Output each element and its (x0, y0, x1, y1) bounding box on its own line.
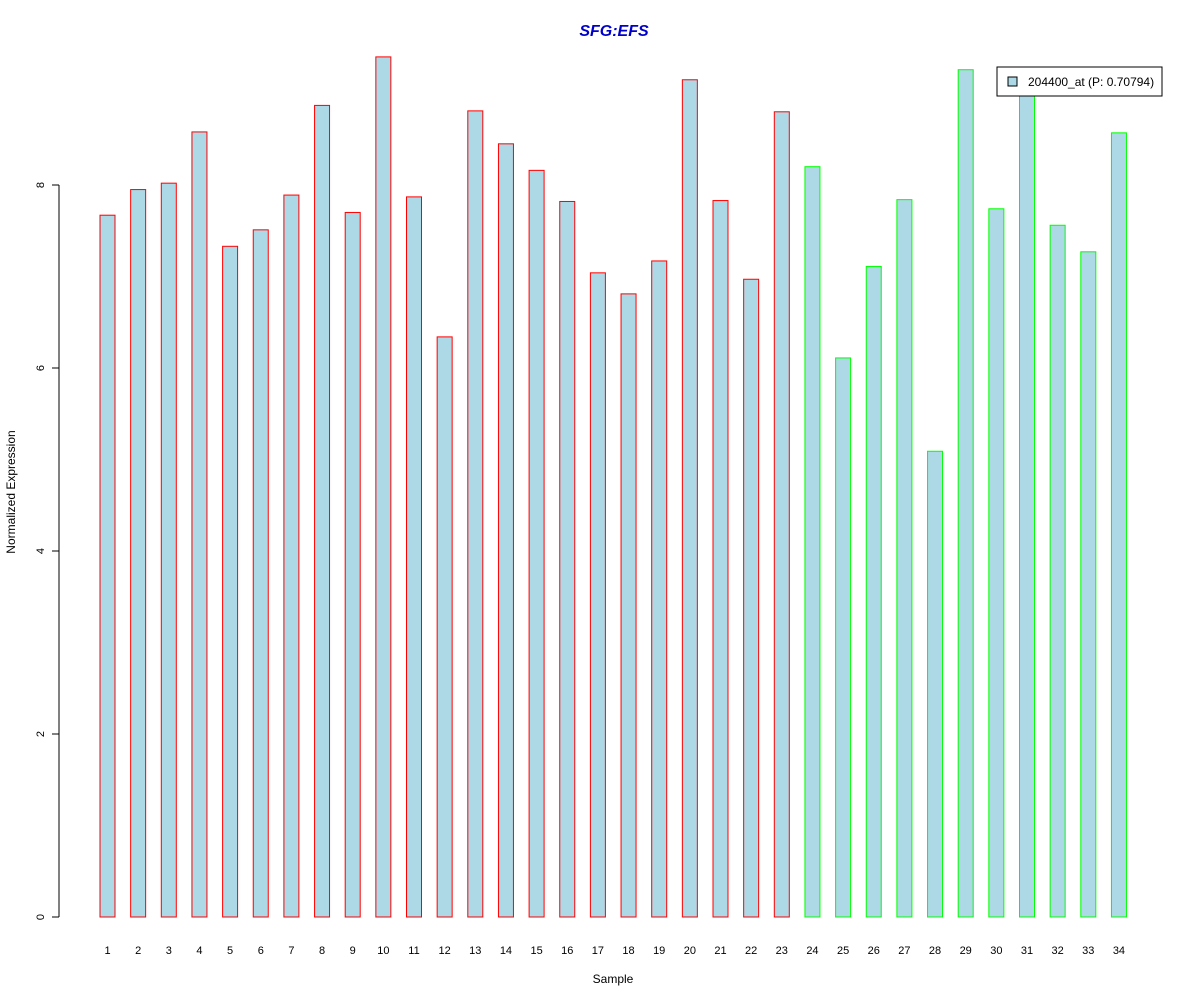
x-tick-label: 26 (868, 945, 880, 957)
bar-sample-15 (528, 169, 545, 918)
bar-sample-8 (314, 104, 331, 918)
bar-sample-34 (1110, 132, 1127, 918)
x-tick-label: 9 (350, 945, 356, 957)
y-tick-label: 4 (35, 548, 47, 554)
bar-sample-13 (467, 110, 484, 918)
bar-sample-12 (436, 336, 453, 918)
bar-sample-19 (651, 260, 668, 918)
bar-sample-20 (681, 79, 698, 918)
x-tick-label: 33 (1082, 945, 1094, 957)
bar-sample-3 (160, 182, 177, 918)
x-tick-label: 2 (135, 945, 141, 957)
x-tick-label: 14 (500, 945, 512, 957)
x-tick-label: 22 (745, 945, 757, 957)
legend-box (996, 66, 1163, 97)
x-tick-label: 4 (196, 945, 202, 957)
x-tick-label: 17 (592, 945, 604, 957)
x-tick-label: 24 (806, 945, 818, 957)
x-tick-label: 28 (929, 945, 941, 957)
bar-sample-22 (743, 278, 760, 918)
bar-sample-33 (1080, 251, 1097, 918)
x-tick-label: 20 (684, 945, 696, 957)
x-tick-label: 6 (258, 945, 264, 957)
bar-sample-1 (99, 214, 116, 918)
x-tick-label: 16 (561, 945, 573, 957)
bar-sample-4 (191, 131, 208, 918)
bar-sample-29 (957, 69, 974, 918)
bar-sample-2 (130, 189, 147, 918)
x-tick-label: 13 (469, 945, 481, 957)
legend-label: 204400_at (P: 0.70794) (1028, 75, 1154, 89)
y-tick-label: 8 (35, 182, 47, 188)
y-axis-label: Normalized Expression (4, 430, 18, 553)
x-tick-label: 12 (439, 945, 451, 957)
x-tick-label: 25 (837, 945, 849, 957)
bar-sample-5 (222, 245, 239, 918)
bar-sample-11 (406, 196, 422, 918)
bar-sample-27 (896, 199, 913, 918)
x-tick-label: 32 (1052, 945, 1064, 957)
bar-sample-25 (835, 357, 852, 918)
bar-sample-21 (712, 200, 729, 918)
bar-sample-7 (283, 194, 300, 918)
x-tick-label: 31 (1021, 945, 1033, 957)
bar-sample-14 (497, 143, 514, 918)
chart-title: SFG:EFS (579, 23, 649, 40)
bar-sample-10 (375, 56, 392, 918)
bar-sample-16 (559, 200, 576, 918)
bar-sample-28 (927, 450, 944, 918)
x-tick-label: 11 (408, 945, 419, 957)
x-axis-label: Sample (593, 972, 634, 986)
x-tick-label: 1 (104, 945, 110, 957)
bar-sample-6 (252, 229, 269, 918)
bar-sample-31 (1019, 91, 1035, 918)
bar-sample-18 (620, 293, 637, 918)
x-tick-label: 27 (898, 945, 910, 957)
bar-sample-9 (344, 211, 361, 918)
bar-sample-17 (589, 272, 606, 918)
x-tick-label: 30 (990, 945, 1002, 957)
y-tick-label: 2 (35, 731, 47, 737)
legend: 204400_at (P: 0.70794) (996, 66, 1163, 97)
bars (99, 56, 1127, 918)
x-tick-label: 15 (530, 945, 542, 957)
bar-sample-23 (773, 111, 790, 918)
x-tick-label: 23 (776, 945, 788, 957)
x-tick-label: 29 (960, 945, 972, 957)
x-tick-label: 19 (653, 945, 665, 957)
bar-sample-24 (804, 166, 821, 918)
bar-sample-32 (1049, 224, 1066, 918)
x-tick-label: 21 (714, 945, 726, 957)
x-tick-label: 8 (319, 945, 325, 957)
y-axis: 0 2 4 6 8 (35, 182, 60, 920)
x-tick-label: 5 (227, 945, 233, 957)
x-tick-label: 7 (288, 945, 294, 957)
legend-swatch (1007, 76, 1018, 87)
x-tick-label: 34 (1113, 945, 1125, 957)
x-tick-labels: 1 2 3 4 5 6 7 8 9 10 11 12 13 14 15 16 17 18 19 20 21 22 23 24 2… (104, 945, 1125, 957)
x-tick-label: 3 (166, 945, 172, 957)
x-tick-label: 18 (622, 945, 634, 957)
y-tick-label: 6 (35, 365, 47, 371)
bar-sample-26 (865, 265, 882, 918)
bar-sample-30 (988, 208, 1005, 918)
y-tick-label: 0 (35, 914, 47, 920)
x-tick-label: 10 (377, 945, 389, 957)
